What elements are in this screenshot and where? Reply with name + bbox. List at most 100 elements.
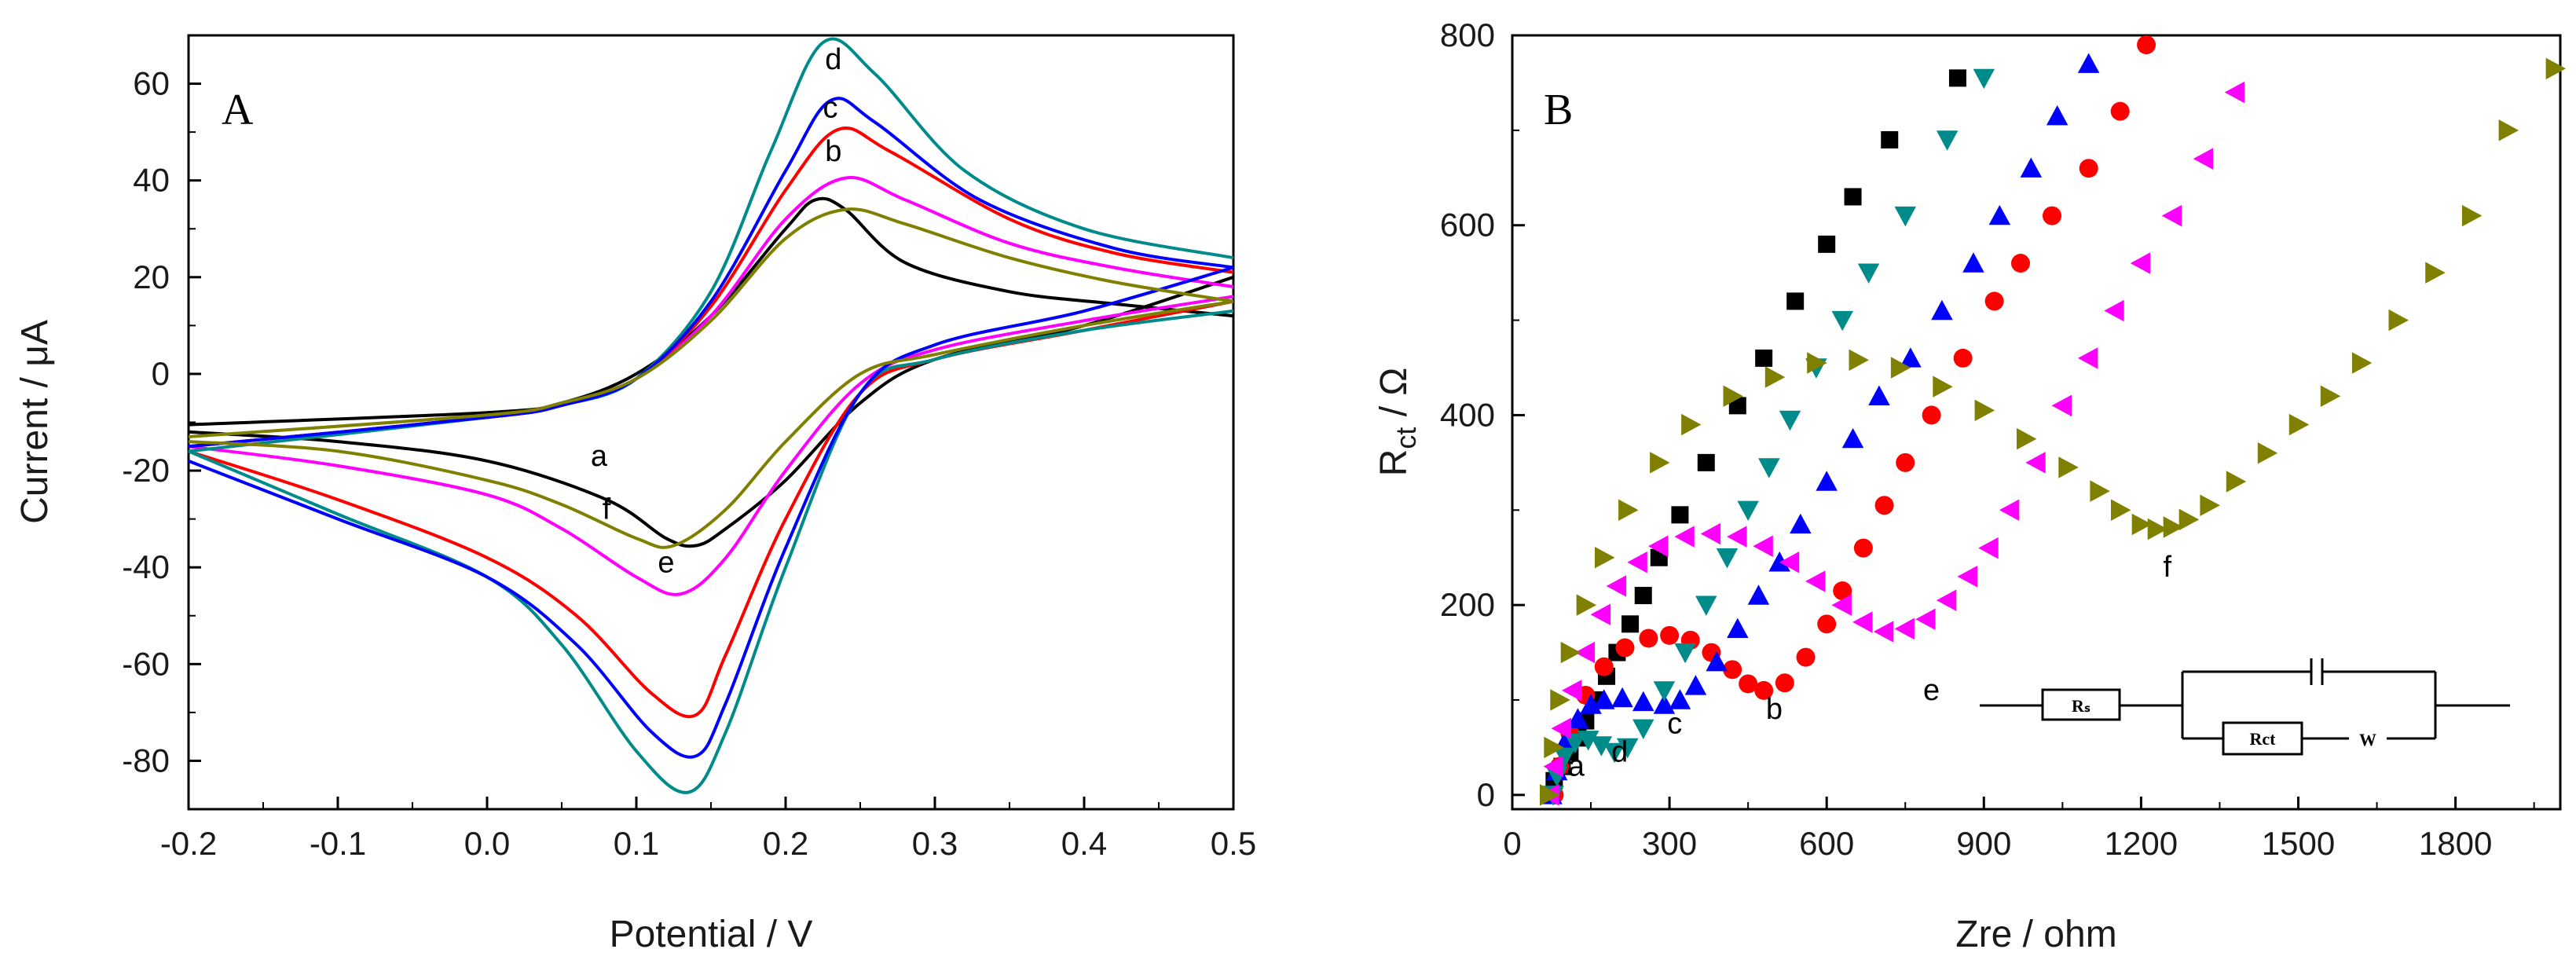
panel-a-x-axis-title: Potential / V: [610, 914, 813, 955]
eis-point-a: [1697, 453, 1715, 471]
eis-point-f: [1540, 784, 1560, 806]
panel-b-points: [1539, 35, 2567, 806]
panel-b-x-tick-label: 0: [1503, 825, 1521, 862]
eis-point-c: [1931, 299, 1953, 321]
eis-point-b: [2043, 206, 2062, 225]
eis-point-e: [1831, 594, 1852, 616]
eis-point-d: [1857, 263, 1880, 284]
eis-point-c: [1727, 617, 1749, 639]
eis-point-f: [1890, 357, 1911, 379]
eis-point-c: [1841, 427, 1864, 449]
panel-a-y-tick-label: -40: [122, 548, 170, 585]
eis-point-a: [1621, 615, 1640, 633]
eis-point-f: [1807, 352, 1827, 374]
eis-point-d: [1695, 595, 1717, 616]
eis-point-c: [1816, 471, 1838, 491]
eis-point-e: [1999, 499, 2020, 521]
eis-point-e: [1590, 603, 1611, 625]
eis-point-c: [1747, 584, 1770, 605]
eis-point-e: [1648, 535, 1669, 557]
eis-point-e: [2077, 347, 2098, 369]
eis-point-e: [2025, 452, 2046, 474]
eis-point-e: [1957, 566, 1977, 588]
eis-point-c: [1684, 675, 1707, 695]
eis-point-b: [1594, 657, 1614, 676]
eis-point-b: [1853, 538, 1873, 558]
eis-point-a: [1881, 130, 1899, 148]
circuit-rs-label: Rₛ: [2072, 696, 2090, 716]
panel-b-nyquist-chart: 0 300 600 900 1200 1500 1800 0 200 400 600 800 a d c…: [1373, 16, 2567, 955]
eis-point-b: [1723, 660, 1742, 680]
eis-point-d: [1894, 206, 1916, 227]
panel-b-y-axis-title: Rct / Ω: [1373, 368, 1422, 477]
eis-point-e: [1551, 717, 1572, 739]
cv-curve-label-b: b: [825, 135, 841, 168]
panel-b-x-tick-label: 1200: [2105, 825, 2178, 862]
eis-point-e: [2104, 299, 2124, 322]
cv-curve-label-f: f: [603, 493, 611, 526]
eis-point-d: [1590, 736, 1613, 757]
eis-point-e: [1543, 755, 1563, 778]
cv-curve-label-c: c: [823, 92, 838, 125]
eis-point-b: [2010, 254, 2030, 273]
eis-point-c: [1962, 252, 1984, 273]
eis-point-c: [1566, 708, 1589, 728]
cv-curve-label-a: a: [591, 440, 608, 473]
eis-point-f: [1681, 413, 1702, 436]
eis-point-b: [1754, 680, 1774, 700]
eis-point-e: [1936, 589, 1957, 611]
panel-a-curves: [188, 37, 1234, 794]
panel-a-y-tick-label: -60: [122, 645, 170, 682]
panel-b-frame: [1511, 34, 2562, 811]
cv-curve-f-forward: [188, 207, 1234, 438]
panel-a-curve-labels: dcb af e: [591, 43, 841, 579]
panel-b-x-axis-title: Zre / ohm: [1955, 914, 2116, 955]
eis-point-b: [1775, 673, 1794, 693]
eis-point-f: [2131, 513, 2153, 536]
eis-point-c: [2046, 105, 2068, 126]
panel-a-y-tick-label: -80: [122, 742, 170, 779]
eis-curve-label-f: f: [2163, 551, 2171, 584]
eis-point-b: [2079, 159, 2098, 178]
eis-point-c: [1632, 691, 1654, 712]
eis-point-b: [1833, 581, 1852, 601]
equivalent-circuit-inset: [1980, 658, 2510, 756]
eis-point-e: [1674, 526, 1695, 548]
eis-point-e: [1727, 526, 1747, 548]
circuit-w-label-bg: [2349, 727, 2387, 752]
cv-curve-label-d: d: [825, 43, 841, 76]
panel-a-x-ticks: -0.2 -0.1 0.0 0.1 0.2 0.3 0.4 0.5: [160, 797, 1256, 862]
panel-a-x-tick-label: 0.5: [1211, 825, 1256, 862]
panel-b-y-axis-sub: ct: [1390, 427, 1422, 449]
eis-point-f: [1650, 452, 1670, 474]
eis-point-d: [1831, 310, 1853, 332]
eis-point-f: [1544, 736, 1564, 759]
eis-point-b: [2110, 101, 2130, 121]
eis-point-c: [1706, 650, 1728, 672]
eis-point-e: [1574, 641, 1596, 664]
panel-b-y-tick-label: 400: [1440, 396, 1495, 433]
eis-point-e: [1779, 551, 1800, 573]
eis-point-e: [1700, 522, 1721, 545]
panel-b-x-ticks: 0 300 600 900 1200 1500 1800: [1503, 797, 2535, 862]
eis-point-f: [2017, 427, 2037, 450]
panel-b-y-tick-label: 0: [1477, 776, 1495, 813]
eis-point-f: [2163, 516, 2184, 538]
eis-point-d: [1554, 747, 1576, 768]
eis-point-b: [1817, 614, 1837, 634]
eis-point-f: [2200, 494, 2220, 516]
cv-curve-e-forward: [188, 97, 1234, 449]
eis-point-f: [1933, 376, 1953, 398]
eis-point-f: [1550, 689, 1570, 711]
eis-point-b: [1922, 405, 1941, 425]
eis-point-d: [1758, 458, 1780, 478]
eis-curve-label-e: e: [1923, 674, 1940, 707]
cv-curve-b-reverse: [188, 295, 1234, 596]
eis-point-e: [1873, 621, 1894, 643]
eis-point-f: [2090, 480, 2110, 502]
eis-point-b: [1615, 638, 1635, 658]
eis-point-f: [1764, 366, 1786, 388]
eis-point-f: [2257, 442, 2278, 464]
eis-point-d: [1603, 742, 1625, 764]
